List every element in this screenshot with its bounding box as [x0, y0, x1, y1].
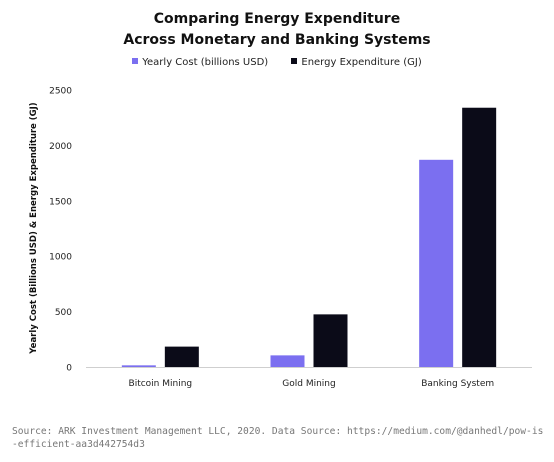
source-note: Source: ARK Investment Management LLC, 2…	[12, 426, 544, 450]
legend-swatch-energy-expenditure	[291, 58, 298, 64]
bar-yearly-cost-1	[270, 355, 305, 367]
y-tick-label-2: 1000	[49, 253, 72, 263]
x-tick-label-1: Gold Mining	[282, 379, 335, 389]
y-tick-label-0: 0	[66, 364, 72, 374]
y-tick-label-1: 500	[55, 308, 72, 318]
bar-yearly-cost-2	[419, 159, 454, 367]
legend: Yearly Cost (billions USD) Energy Expend…	[0, 57, 554, 69]
y-axis-label-text: Yearly Cost (Billions USD) & Energy Expe…	[29, 102, 39, 354]
x-tick-label-2: Banking System	[421, 379, 494, 389]
bar-yearly-cost-0	[121, 365, 156, 367]
bar-energy-expenditure-2	[462, 107, 497, 367]
y-tick-label-4: 2000	[49, 142, 72, 152]
bar-chart: 0 500 1000 1500 2000 2500 Bitcoin Mining Gold M…	[49, 87, 532, 389]
legend-label-yearly-cost: Yearly Cost (billions USD)	[142, 57, 269, 68]
chart-title-line-2: Across Monetary and Banking Systems	[123, 32, 431, 48]
legend-item-yearly-cost: Yearly Cost (billions USD)	[132, 57, 268, 68]
legend-swatch-yearly-cost	[132, 58, 139, 64]
bar-energy-expenditure-0	[164, 346, 199, 367]
chart-title: Comparing Energy Expenditure Across Mone…	[0, 9, 554, 51]
legend-label-energy-expenditure: Energy Expenditure (GJ)	[301, 57, 422, 68]
y-tick-label-5: 2500	[49, 87, 72, 97]
x-tick-label-0: Bitcoin Mining	[129, 379, 193, 389]
chart-title-line-1: Comparing Energy Expenditure	[153, 11, 401, 27]
y-tick-label-3: 1500	[49, 197, 72, 207]
bar-energy-expenditure-1	[313, 314, 348, 367]
legend-item-energy-expenditure: Energy Expenditure (GJ)	[291, 57, 422, 68]
